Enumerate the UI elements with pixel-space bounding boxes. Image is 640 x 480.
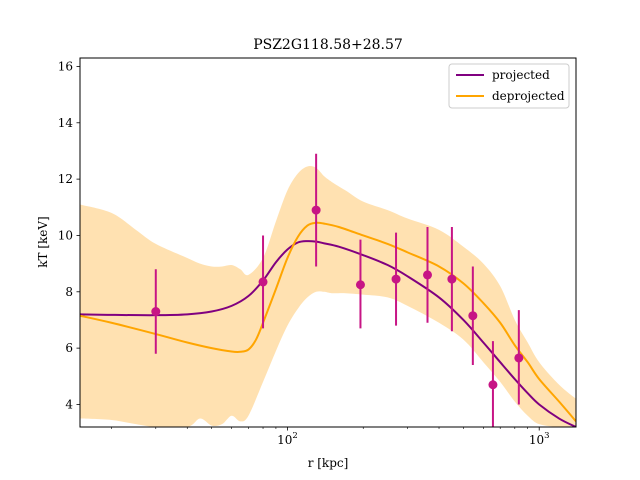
- data-point: [258, 277, 268, 287]
- data-point: [468, 311, 478, 321]
- legend-label-deprojected: deprojected: [492, 89, 565, 103]
- legend-label-projected: projected: [492, 68, 550, 82]
- y-tick-label: 4: [65, 397, 73, 411]
- data-point: [391, 274, 401, 284]
- data-point: [422, 270, 432, 280]
- x-tick-label: 102: [277, 431, 298, 447]
- data-point: [355, 280, 365, 290]
- data-point: [311, 205, 321, 215]
- y-tick-label: 6: [65, 341, 73, 355]
- data-point: [447, 274, 457, 284]
- chart-title: PSZ2G118.58+28.57: [253, 37, 403, 53]
- x-axis-label: r [kpc]: [308, 456, 349, 470]
- uncertainty-band: [80, 166, 576, 427]
- y-tick-label: 14: [58, 116, 74, 130]
- y-tick-label: 16: [58, 59, 73, 73]
- data-point: [151, 307, 161, 317]
- x-tick-label: 103: [529, 431, 550, 447]
- y-tick-label: 12: [58, 172, 73, 186]
- data-point: [488, 380, 498, 390]
- legend: projected deprojected: [448, 63, 570, 109]
- y-tick-label: 10: [58, 228, 73, 242]
- series-line-projected: [80, 240, 576, 427]
- y-tick-label: 8: [65, 285, 73, 299]
- data-point: [514, 353, 524, 363]
- y-axis-label: kT [keV]: [36, 216, 50, 268]
- plot-frame: [79, 57, 577, 428]
